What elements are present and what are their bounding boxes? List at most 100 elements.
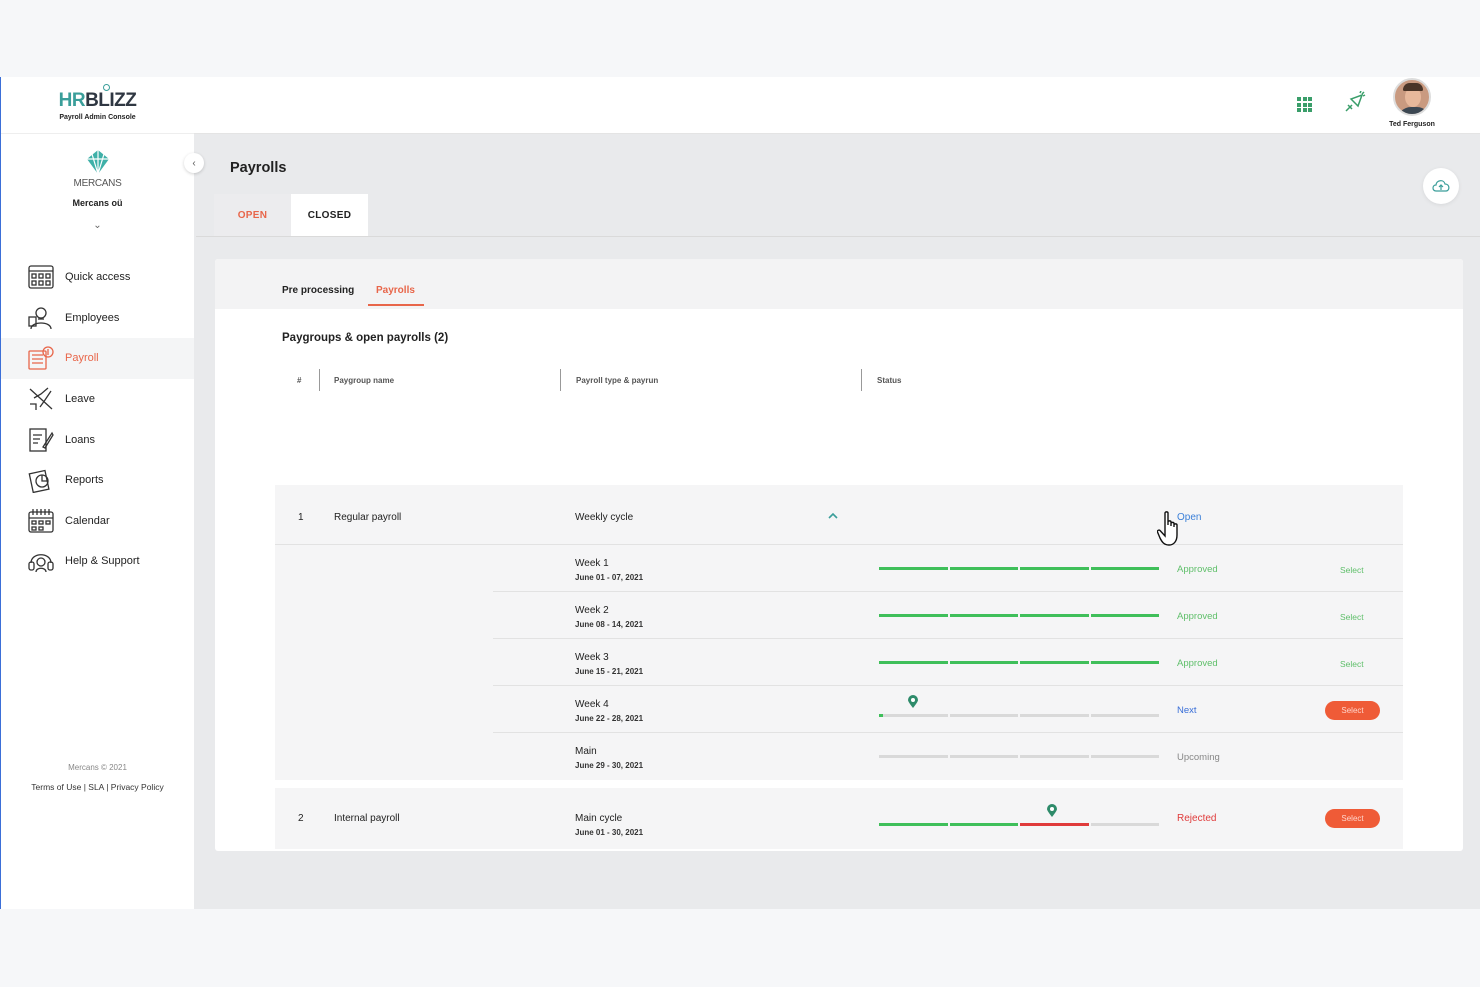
collapse-sidebar-button[interactable]: ‹ <box>184 153 204 173</box>
nav-item-payroll[interactable]: Payroll <box>1 338 194 379</box>
sidebar-footer: Mercans © 2021 Terms of Use | SLA | Priv… <box>1 763 194 792</box>
paygroup-row[interactable]: 1 Regular payroll Weekly cycle Open Week… <box>275 485 1403 780</box>
employees-icon <box>28 305 54 331</box>
column-header-paygroup: Paygroup name <box>334 376 395 385</box>
active-tab-underline <box>368 304 424 306</box>
hand-cursor-icon <box>1157 511 1178 546</box>
cloud-upload-button[interactable] <box>1423 168 1459 204</box>
logo-hr: HR <box>58 89 86 111</box>
tab-open[interactable]: OPEN <box>214 194 291 236</box>
company-switcher[interactable]: MERCANS Mercans oü ⌄ <box>1 148 194 231</box>
announcement-icon[interactable] <box>1342 91 1366 115</box>
brand-logo[interactable]: HRBLIZZ Payroll Admin Console <box>1 77 194 134</box>
paygroup-name: Internal payroll <box>334 813 400 824</box>
row-divider <box>493 591 1403 592</box>
tab-pre-processing[interactable]: Pre processing <box>282 285 355 296</box>
sub-tabs: Pre processing Payrolls <box>215 259 1463 309</box>
payroll-type: Weekly cycle <box>575 512 634 523</box>
map-pin-icon <box>1047 804 1057 817</box>
company-entity: Mercans oü <box>72 198 123 208</box>
logo-dot-icon <box>102 83 110 91</box>
nav-label: Reports <box>65 474 104 487</box>
apps-grid-icon[interactable] <box>1297 97 1312 112</box>
status-label: Next <box>1177 705 1197 716</box>
company-name: MERCANS <box>73 178 122 189</box>
column-separator <box>861 369 862 391</box>
status-label: Approved <box>1177 564 1218 575</box>
tab-closed[interactable]: CLOSED <box>291 194 368 236</box>
row-divider <box>493 638 1403 639</box>
nav-label: Employees <box>65 311 120 324</box>
nav-item-leave[interactable]: Leave <box>1 379 194 420</box>
select-link[interactable]: Select <box>1340 612 1364 622</box>
progress-start-marker <box>879 714 883 717</box>
select-link[interactable]: Select <box>1340 565 1364 575</box>
tab-payrolls[interactable]: Payrolls <box>376 285 415 296</box>
progress-bar <box>879 823 1159 826</box>
nav-label: Leave <box>65 393 95 406</box>
column-header-number: # <box>297 376 302 385</box>
payrun-name: Main <box>575 746 597 757</box>
payroll-type: Main cycle <box>575 813 623 824</box>
chevron-down-icon[interactable]: ⌄ <box>93 220 102 231</box>
status-label: Upcoming <box>1177 752 1220 763</box>
app-shell: HRBLIZZ Payroll Admin Console MERCANS Me… <box>0 77 1480 909</box>
page-title: Payrolls <box>230 160 287 176</box>
tabs-divider <box>196 236 1480 237</box>
payrun-dates: June 08 - 14, 2021 <box>575 620 644 629</box>
footer-links[interactable]: Terms of Use | SLA | Privacy Policy <box>31 782 164 792</box>
nav-item-employees[interactable]: Employees <box>1 298 194 339</box>
user-avatar[interactable] <box>1393 78 1431 116</box>
nav-item-reports[interactable]: Reports <box>1 460 194 501</box>
progress-bar <box>879 614 1159 617</box>
user-name[interactable]: Ted Ferguson <box>1389 121 1435 128</box>
column-header-type: Payroll type & payrun <box>576 376 659 385</box>
payrun-name: Week 4 <box>575 699 609 710</box>
payrun-dates: June 22 - 28, 2021 <box>575 714 644 723</box>
nav-label: Calendar <box>65 514 110 527</box>
logo-blizz: BLIZZ <box>85 89 137 111</box>
select-link[interactable]: Select <box>1340 659 1364 669</box>
sidebar: HRBLIZZ Payroll Admin Console MERCANS Me… <box>1 77 194 909</box>
payrun-dates: June 15 - 21, 2021 <box>575 667 644 676</box>
nav-label: Loans <box>65 433 95 446</box>
status-tabs: OPEN CLOSED <box>214 194 368 236</box>
status-label: Approved <box>1177 658 1218 669</box>
select-button[interactable]: Select <box>1325 701 1380 720</box>
select-button[interactable]: Select <box>1325 809 1380 828</box>
nav-item-calendar[interactable]: Calendar <box>1 501 194 542</box>
progress-bar <box>879 661 1159 664</box>
status-label: Approved <box>1177 611 1218 622</box>
row-number: 1 <box>298 512 304 523</box>
nav-item-loans[interactable]: Loans <box>1 419 194 460</box>
window-edge <box>0 77 1 909</box>
grid-calendar-icon <box>28 264 54 290</box>
payrun-dates: June 29 - 30, 2021 <box>575 761 644 770</box>
column-separator <box>319 369 320 391</box>
nav-label: Help & Support <box>65 555 140 568</box>
paygroup-name: Regular payroll <box>334 512 402 523</box>
main-nav: Quick access Employees Payroll Leave <box>1 257 194 582</box>
row-number: 2 <box>298 813 304 824</box>
status-label: Open <box>1177 512 1202 523</box>
status-label: Rejected <box>1177 813 1217 824</box>
payrun-name: Week 3 <box>575 652 609 663</box>
logo-text: HRBLIZZ <box>58 83 137 112</box>
plane-icon <box>28 386 54 412</box>
mercans-logo-icon <box>86 150 109 176</box>
nav-label: Payroll <box>65 352 99 365</box>
top-header: Ted Ferguson <box>194 77 1480 134</box>
payrun-dates: June 01 - 30, 2021 <box>575 828 644 837</box>
progress-bar <box>879 755 1159 758</box>
nav-item-help-support[interactable]: Help & Support <box>1 541 194 582</box>
column-header-status: Status <box>877 376 902 385</box>
payrun-dates: June 01 - 07, 2021 <box>575 573 644 582</box>
payrun-name: Week 1 <box>575 558 609 569</box>
chevron-up-icon[interactable] <box>828 512 838 519</box>
paygroup-row[interactable]: 2 Internal payroll Main cycle June 01 - … <box>275 788 1403 849</box>
nav-item-quick-access[interactable]: Quick access <box>1 257 194 298</box>
progress-bar <box>879 714 1159 717</box>
cloud-upload-icon <box>1432 180 1450 192</box>
row-divider <box>493 685 1403 686</box>
nav-label: Quick access <box>65 271 131 284</box>
